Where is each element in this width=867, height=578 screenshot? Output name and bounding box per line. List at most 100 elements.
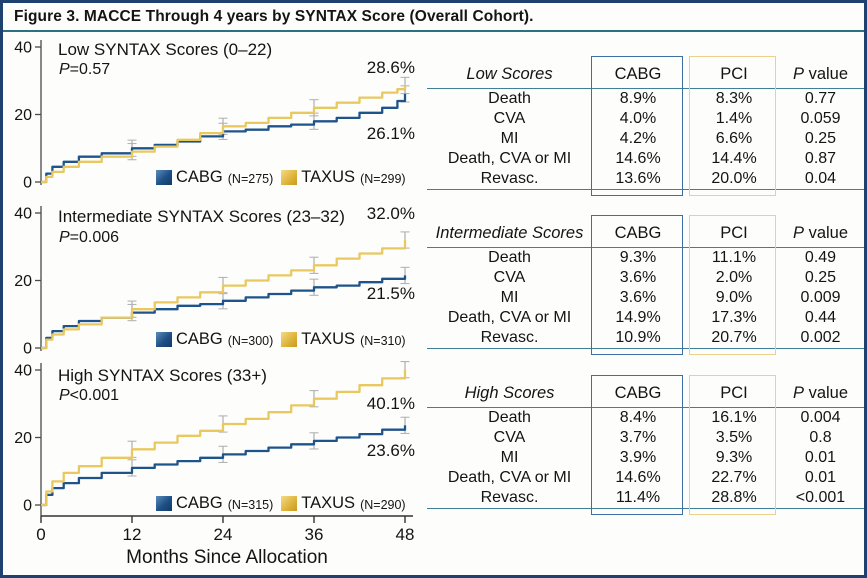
pci-value: 16.1% [711, 409, 757, 426]
pci-value: 14.4% [711, 150, 757, 167]
table-header-row: Low Scores CABG PCI P value [427, 61, 864, 89]
pci-value: 2.0% [715, 269, 753, 286]
row-label: Death [488, 90, 531, 107]
cabg-legend-label: CABG [176, 168, 223, 186]
cabg-column-header: CABG [614, 224, 662, 242]
p-value: 0.059 [800, 110, 841, 127]
p-italic: P [792, 384, 804, 402]
table-row: CVA 3.6% 2.0% 0.25 [427, 268, 864, 288]
taxus-swatch-icon [281, 496, 298, 511]
p-italic: P [792, 224, 804, 242]
row-label: Death, CVA or MI [447, 469, 572, 486]
x-tick-label: 24 [214, 525, 233, 544]
pci-value: 28.8% [711, 489, 757, 506]
taxus-end-label: 32.0% [366, 204, 415, 223]
taxus-curve [41, 369, 407, 507]
row-label: CVA [493, 429, 526, 446]
taxus-end-label: 40.1% [366, 394, 415, 413]
cabg-value: 3.6% [619, 289, 657, 306]
row-label: Death [488, 249, 531, 266]
row-label: Revasc. [480, 489, 539, 506]
pci-value: 9.3% [715, 449, 753, 466]
y-tick-label: 40 [14, 363, 32, 380]
y-tick-label: 20 [14, 273, 32, 290]
table-row: Death 9.3% 11.1% 0.49 [427, 248, 864, 268]
cabg-value: 11.4% [615, 489, 661, 506]
taxus-swatch-icon [281, 332, 298, 347]
table-title: Intermediate Scores [435, 224, 584, 242]
cabg-value: 14.9% [615, 309, 661, 326]
y-tick-label: 20 [14, 107, 32, 124]
cabg-curve [41, 93, 407, 184]
pci-value: 9.0% [715, 289, 753, 306]
p-value: 0.25 [804, 269, 837, 286]
y-tick-label: 0 [23, 498, 32, 515]
table-row: Death 8.4% 16.1% 0.004 [427, 408, 864, 428]
x-tick-label: 48 [396, 525, 415, 544]
panel-high-pvalue: P<0.001 [59, 387, 119, 405]
cabg-value: 8.4% [619, 409, 657, 426]
p-value: 0.49 [804, 249, 837, 266]
cabg-swatch-icon [156, 496, 172, 511]
figure-title: Figure 3. MACCE Through 4 years by SYNTA… [3, 3, 864, 32]
taxus-n-label: (N=310) [360, 333, 406, 348]
taxus-curve [41, 85, 407, 184]
cabg-end-label: 21.5% [366, 284, 415, 303]
p-italic: P [792, 65, 804, 83]
row-label: Death, CVA or MI [447, 150, 572, 167]
legend-intermediate: CABG (N=300) TAXUS (N=310) [156, 330, 414, 349]
cabg-end-label: 26.1% [366, 124, 415, 143]
panel-high-title: High SYNTAX Scores (33+) [58, 366, 267, 385]
cabg-column-header: CABG [614, 384, 662, 402]
table-row: Death, CVA or MI 14.6% 14.4% 0.87 [427, 149, 864, 169]
cabg-value: 8.9% [619, 90, 657, 107]
table-row: Revasc. 10.9% 20.7% 0.002 [427, 328, 864, 348]
table-row: CVA 4.0% 1.4% 0.059 [427, 109, 864, 129]
cabg-end-label: 23.6% [366, 441, 415, 460]
panel-intermediate-pvalue: P=0.006 [59, 229, 119, 247]
y-tick-label: 0 [23, 175, 32, 192]
row-label: MI [500, 289, 519, 306]
table-title: High Scores [464, 384, 555, 402]
table-title: Low Scores [466, 65, 553, 83]
cabg-value: 3.7% [619, 429, 657, 446]
taxus-legend-label: TAXUS [301, 168, 356, 186]
pvalue-column-header: P value [792, 65, 849, 83]
x-tick-label: 36 [305, 525, 324, 544]
pci-value: 8.3% [715, 90, 753, 107]
y-tick-label: 0 [23, 341, 32, 358]
pci-value: 20.7% [711, 329, 757, 346]
cabg-value: 3.6% [619, 269, 657, 286]
taxus-n-label: (N=290) [360, 497, 406, 512]
row-label: Revasc. [480, 170, 539, 187]
cabg-value: 14.6% [615, 150, 661, 167]
y-tick-label: 40 [14, 40, 32, 57]
table-row: MI 3.6% 9.0% 0.009 [427, 288, 864, 308]
cabg-value: 13.6% [615, 170, 661, 187]
p-value: 0.002 [800, 329, 841, 346]
x-axis-label: Months Since Allocation [126, 547, 328, 568]
cabg-value: 3.9% [619, 449, 657, 466]
row-label: Death [488, 409, 531, 426]
taxus-legend-label: TAXUS [301, 494, 356, 512]
p-value: <0.001 [795, 489, 846, 506]
row-label: MI [500, 130, 519, 147]
y-tick-label: 40 [14, 206, 32, 223]
cabg-n-label: (N=315) [227, 497, 274, 512]
x-tick-label: 12 [123, 525, 142, 544]
cabg-curve [41, 425, 407, 507]
cabg-n-label: (N=275) [227, 171, 274, 186]
p-value: 0.01 [804, 469, 837, 486]
cabg-value: 10.9% [615, 329, 661, 346]
outcomes-table: Low Scores CABG PCI P value Death 8.9% 8.3% 0.7… [427, 56, 864, 196]
row-label: Revasc. [480, 329, 539, 346]
p-value: 0.009 [800, 289, 841, 306]
row-label: Death, CVA or MI [447, 309, 572, 326]
outcomes-table: High Scores CABG PCI P value Death 8.4% 16.1% 0… [427, 375, 864, 515]
taxus-end-label: 28.6% [366, 58, 415, 77]
table-row: MI 3.9% 9.3% 0.01 [427, 448, 864, 468]
taxus-legend-label: TAXUS [301, 330, 356, 348]
p-value: 0.8 [809, 429, 832, 446]
p-text: <0.001 [69, 387, 120, 404]
